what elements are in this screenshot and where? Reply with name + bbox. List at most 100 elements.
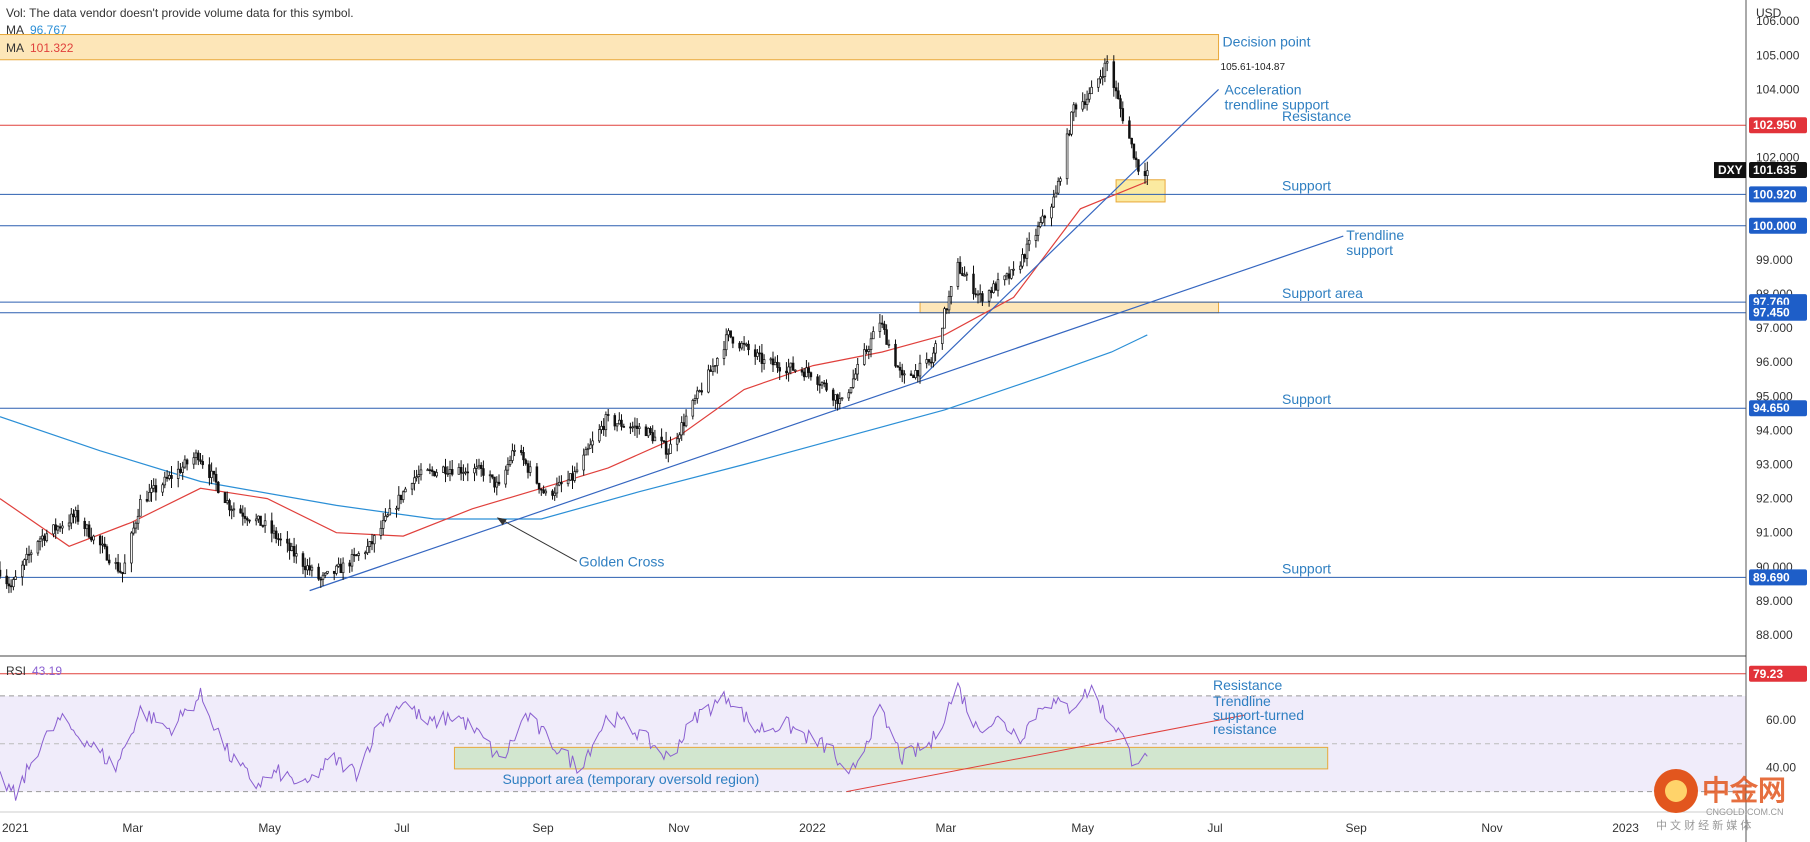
level-price-tag [1749,569,1807,586]
level-annotation: Support [1282,560,1331,576]
candle-body [887,343,891,346]
candle-body [863,349,866,365]
candle-body [513,450,516,452]
candle-body [1085,98,1089,105]
price-tick-label: 105.000 [1756,48,1800,62]
candle-body [825,382,828,391]
candle-body [540,488,543,491]
candle-body [573,471,576,481]
candle-body [430,469,434,472]
candle-body [199,459,202,462]
candle-body [415,476,418,479]
candle-body [992,283,995,293]
candle-body [457,467,461,475]
candle-body [974,293,977,296]
candle-body [339,563,343,574]
time-tick-label: Nov [1481,821,1502,835]
candle-body [292,546,296,557]
candle-body [419,469,423,476]
candle-body [1041,215,1044,223]
candle-body [847,392,851,399]
candle-body [724,334,728,351]
time-tick-label: May [1071,821,1094,835]
candle-body [274,530,278,539]
golden-cross-arrow-head-icon [496,517,507,526]
candle-body [542,489,545,494]
candle-body [762,359,766,364]
annotations: Decision point 105.61-104.87 Accelerationt… [496,34,1404,787]
price-tick-label: 106.000 [1756,14,1800,28]
candle-body [1068,133,1071,136]
candle-body [582,454,585,471]
candle-body [880,322,884,325]
candle-body [1132,143,1136,159]
candle-body [789,362,793,368]
price-tick-label: 94.000 [1756,423,1793,437]
candle-body [1121,108,1125,122]
candle-body [230,509,233,512]
decision-point-range: 105.61-104.87 [1221,62,1286,73]
candle-body [618,419,621,425]
watermark-site: CNGOLD.COM.CN [1706,807,1784,817]
candle-body [638,426,641,429]
candle-body [482,468,485,476]
candle-body [747,343,750,351]
candle-body [462,472,465,474]
price-zone [0,34,1220,61]
candle-body [379,527,383,536]
candle-body [504,469,507,485]
candle-body [254,518,258,522]
candle-body [629,426,632,429]
candle-body [139,499,142,517]
watermark: 中金网 CNGOLD.COM.CN 中 文 财 经 新 媒 体 [1654,769,1786,832]
candle-body [742,342,746,345]
candle-body [444,466,447,475]
candle-body [98,535,102,546]
candle-body [90,536,93,541]
candle-body [1130,137,1133,145]
candle-body [148,492,151,502]
candle-body [1103,62,1107,77]
candle-body [341,562,345,574]
watermark-logo-core-icon [1665,780,1687,802]
candle-body [103,543,106,547]
candle-body [225,500,229,504]
candle-body [684,415,688,427]
trendline [309,235,1344,592]
candle-body [1012,268,1015,271]
candle-body [822,382,826,385]
time-tick-label: Jul [1207,821,1222,835]
candle-body [74,510,77,518]
candle-body [1010,269,1013,279]
candle-body [357,553,360,556]
candle-body [918,362,922,377]
candle-body [9,585,13,588]
candle-body [1054,192,1058,198]
acceleration-trendline-label: Acceleration [1225,81,1302,97]
candle-body [179,468,182,473]
price-tick-label: 92.000 [1756,492,1793,506]
candle-body [675,438,679,445]
candle-body [613,415,617,427]
candle-body [459,467,463,474]
candle-body [791,362,795,371]
candle-body [208,464,211,478]
candle-body [105,546,109,561]
candle-body [473,468,476,474]
candle-body [192,457,196,465]
candle-body [537,482,541,490]
candle-body [25,553,28,561]
candle-body [898,366,902,371]
candle-body [72,513,75,518]
candle-body [1090,86,1093,95]
candle-body [286,538,289,544]
candle-body [633,425,637,428]
candle-body [776,361,779,368]
candle-body [426,469,429,472]
candle-body [1134,157,1138,161]
candles[interactable] [0,55,1149,594]
candle-body [161,484,164,493]
rsi-line [0,681,1148,801]
candle-body [410,483,414,490]
